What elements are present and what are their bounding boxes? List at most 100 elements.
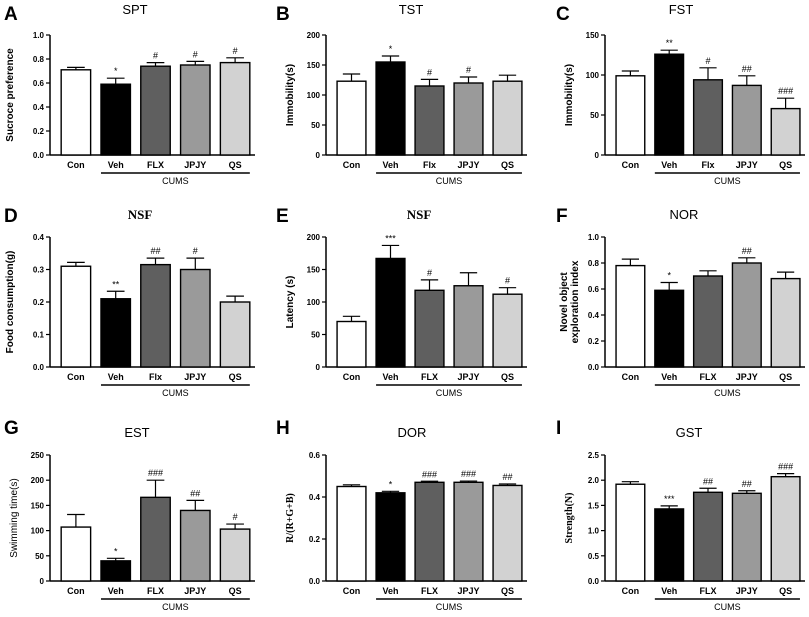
y-tick-label: 0.4 [33, 233, 45, 242]
y-tick-label: 100 [31, 527, 45, 536]
bar [336, 485, 367, 582]
x-tick-label: Con [343, 586, 361, 596]
y-tick-label: 0.0 [309, 577, 321, 586]
y-tick-label: 0.8 [588, 259, 600, 268]
y-tick-label: 0.6 [588, 285, 600, 294]
group-label: CUMS [714, 176, 741, 186]
y-tick-label: 2.5 [588, 451, 600, 460]
significance-marker: ## [150, 246, 160, 256]
y-tick-label: 0 [316, 151, 321, 160]
y-tick-label: 0.0 [33, 363, 45, 372]
group-label: CUMS [162, 176, 189, 186]
y-tick-label: 100 [307, 91, 321, 100]
x-tick-label: Veh [382, 372, 398, 382]
y-tick-label: 2.0 [588, 476, 600, 485]
bar [731, 492, 762, 582]
panel-a: A SPT 0.0 0.2 0.4 0.6 0.8 1.0 Sucroce preference… [4, 2, 255, 186]
x-tick-label: Flx [149, 372, 162, 382]
x-tick-label: Con [622, 372, 640, 382]
y-tick-label: 1.0 [588, 233, 600, 242]
x-tick-label: Con [67, 160, 85, 170]
x-tick-label: Con [622, 586, 640, 596]
y-tick-label: 250 [31, 451, 45, 460]
significance-marker: # [193, 246, 198, 256]
bar [60, 69, 92, 156]
y-axis-label: Food consumption(g) [5, 251, 16, 354]
bar [492, 293, 523, 368]
significance-marker: ## [190, 488, 200, 498]
y-tick-label: 0.8 [33, 55, 45, 64]
x-tick-label: QS [229, 160, 242, 170]
y-tick-label: 200 [307, 233, 321, 242]
panel-f: F NOR 0.0 0.2 0.4 0.6 0.8 1.0 Novel object explor… [556, 206, 805, 398]
significance-marker: * [114, 546, 118, 556]
significance-marker: ## [703, 476, 713, 486]
significance-marker: # [705, 56, 710, 66]
y-tick-label: 100 [586, 71, 600, 80]
panel-d: D NSF 0.0 0.1 0.2 0.3 0.4 Food consumption(g) Co… [4, 206, 255, 398]
group-label: CUMS [714, 388, 741, 398]
x-tick-label: FLX [700, 586, 717, 596]
y-tick-label: 0.0 [588, 577, 600, 586]
bar [60, 526, 92, 582]
x-tick-label: Con [67, 586, 85, 596]
y-axis-label: Immobility(s) [564, 64, 575, 126]
y-tick-label: 0.5 [588, 552, 600, 561]
y-tick-label: 0.6 [309, 451, 321, 460]
panel-i: I GST 0.0 0.5 1.0 1.5 2.0 2.5 Strength(N) Con Veh *… [556, 418, 805, 612]
y-axis-label: Novel object [559, 272, 570, 332]
x-tick-label: Veh [108, 586, 124, 596]
x-tick-label: Veh [382, 160, 398, 170]
bar [654, 53, 685, 156]
significance-marker: * [389, 479, 393, 489]
significance-marker: # [427, 268, 432, 278]
y-tick-label: 0.6 [33, 79, 45, 88]
significance-marker: ** [112, 279, 120, 289]
bar [615, 75, 646, 156]
panel-letter: F [556, 206, 568, 227]
bar [453, 285, 484, 368]
panel-letter: D [4, 206, 18, 227]
panel-h: H DOR 0.0 0.2 0.4 0.6 R/(R+G+B) Con Veh * FLX ### JP… [276, 418, 527, 612]
bar [100, 560, 132, 582]
y-tick-label: 0.2 [588, 337, 600, 346]
group-label: CUMS [162, 602, 189, 612]
x-tick-label: QS [779, 586, 792, 596]
panel-title: TST [399, 2, 424, 17]
panel-c: C FST 0 50 100 150 Immobility(s) Con Veh ** Flx # JP… [556, 2, 805, 186]
y-axis-label: R/(R+G+B) [285, 493, 296, 543]
significance-marker: ### [461, 469, 476, 479]
x-tick-label: JPJY [184, 160, 206, 170]
x-tick-label: JPJY [184, 586, 206, 596]
bar [453, 481, 484, 582]
bar [179, 268, 211, 368]
y-axis-label: Immobility(s) [285, 64, 296, 126]
x-tick-label: JPJY [736, 372, 758, 382]
panel-title: GST [676, 425, 703, 440]
bar [375, 257, 406, 368]
panel-title: NSF [128, 207, 153, 222]
y-tick-label: 0.1 [33, 331, 45, 340]
bar [179, 509, 211, 582]
y-tick-label: 100 [307, 298, 321, 307]
panel-b: B TST 0 50 100 150 200 Immobility(s) Con Veh * Flx #… [276, 2, 527, 186]
y-tick-label: 150 [307, 61, 321, 70]
x-tick-label: FLX [421, 372, 438, 382]
significance-marker: ## [742, 479, 752, 489]
y-tick-label: 0.0 [588, 363, 600, 372]
x-tick-label: Veh [382, 586, 398, 596]
bar [492, 80, 523, 156]
x-tick-label: QS [779, 160, 792, 170]
x-tick-label: JPJY [457, 586, 479, 596]
bar [615, 483, 646, 582]
y-axis-label: Swimming time(s) [9, 478, 20, 557]
y-tick-label: 0.4 [309, 493, 321, 502]
bar [100, 298, 132, 368]
significance-marker: # [193, 49, 198, 59]
y-tick-label: 1.0 [33, 31, 45, 40]
y-tick-label: 0.3 [33, 266, 45, 275]
bar [731, 84, 762, 156]
panel-title: EST [124, 425, 149, 440]
x-tick-label: JPJY [457, 372, 479, 382]
x-tick-label: Con [622, 160, 640, 170]
